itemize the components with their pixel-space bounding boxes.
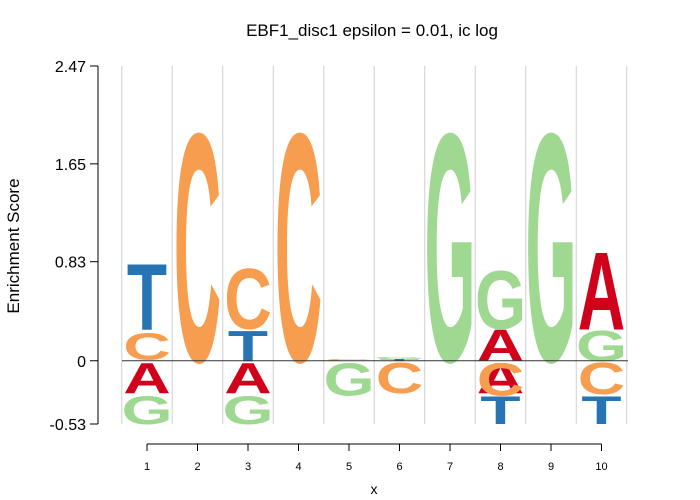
logo-letter-g: G	[222, 388, 273, 433]
x-axis-label: x	[371, 481, 378, 497]
x-axis: 1 2 3 4 5 6 7 8 9 10	[144, 443, 608, 473]
logo-letter-a: A	[578, 230, 625, 354]
logo-letter-g: G	[121, 388, 172, 433]
chart-title: EBF1_disc1 epsilon = 0.01, ic log	[246, 21, 498, 40]
logo-letter-g: G	[576, 322, 627, 370]
y-axis-label: Enrichment Score	[4, 178, 23, 313]
logo-letter-c: C	[325, 358, 372, 361]
x-tick-label: 2	[194, 461, 200, 473]
x-tick-label: 9	[548, 461, 554, 473]
logo-letter-g: G	[424, 65, 475, 430]
x-tick-label: 6	[396, 461, 402, 473]
logo-letter-a: A	[123, 354, 170, 402]
logo-letter-c: C	[477, 354, 524, 406]
logo-letter-a: A	[224, 354, 271, 402]
logo-letter-c: C	[376, 354, 423, 402]
logo-letter-c: C	[275, 65, 322, 430]
logo-letter-a: A	[477, 354, 524, 402]
y-tick-label: 0	[77, 354, 86, 371]
x-tick-label: 8	[497, 461, 503, 473]
logo-letter-c: C	[578, 353, 625, 403]
logo-letter-t: T	[480, 388, 520, 433]
logo-letter-t: T	[228, 322, 268, 370]
logo-letter-c: C	[174, 65, 221, 430]
logo-letter-g: G	[323, 354, 374, 406]
logo-letter-g: G	[475, 253, 526, 346]
x-tick-label: 5	[346, 461, 352, 473]
logo-letter-t: T	[581, 388, 621, 433]
y-tick-label: 2.47	[55, 59, 86, 76]
y-axis: 2.47 1.65 0.83 0 -0.53	[50, 59, 99, 434]
logo-letter-c: C	[224, 251, 271, 348]
logo-letter-g: G	[525, 65, 576, 430]
logo-letter-t: T	[127, 245, 167, 351]
x-tick-label: 1	[144, 461, 150, 473]
x-tick-label: 4	[295, 461, 301, 473]
x-tick-label: 7	[447, 461, 453, 473]
x-tick-label: 3	[245, 461, 251, 473]
logo-letter-a: A	[477, 320, 524, 370]
y-tick-label: 0.83	[55, 255, 86, 272]
gridlines	[121, 66, 628, 424]
logo-letter-t: T	[379, 358, 419, 361]
y-tick-label: 1.65	[55, 157, 86, 174]
logo-letter-g: G	[374, 357, 425, 360]
y-tick-label: -0.53	[50, 417, 87, 434]
x-tick-label: 10	[595, 461, 607, 473]
